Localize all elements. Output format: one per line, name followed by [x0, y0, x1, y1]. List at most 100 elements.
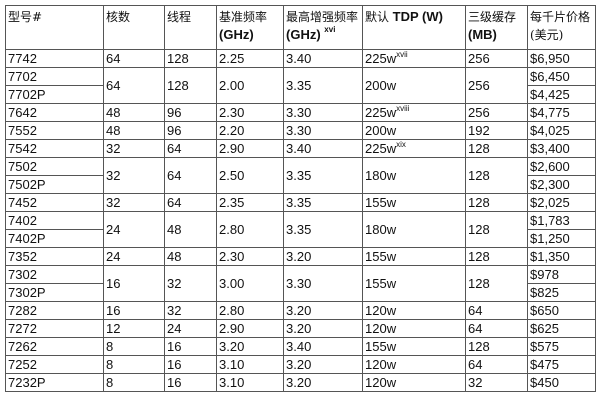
tdp-cell: 120w: [362, 319, 466, 338]
base-cell: 2.30: [216, 247, 284, 266]
threads-cell: 32: [164, 265, 217, 302]
footnote-ref: xvii: [396, 49, 408, 59]
boost-cell: 3.35: [283, 211, 363, 248]
header-label-cn: 默认: [365, 10, 390, 24]
l3-cache-cell: 256: [465, 49, 528, 68]
tdp-cell: 120w: [362, 373, 466, 392]
table-row: 7642 48 96 2.30 3.30 225wxviii 256 $4,775: [5, 103, 596, 122]
tdp-value: 200w: [365, 122, 397, 138]
cores-cell: 8: [103, 355, 165, 374]
tdp-value: 180w: [365, 167, 397, 183]
cores-cell: 48: [103, 103, 165, 122]
tdp-value: 120w: [365, 302, 397, 318]
base-cell: 2.90: [216, 139, 284, 158]
model-cell: 7402: [5, 211, 104, 230]
header-row: 型号# 核数 线程 基准频率 (GHz) 最高增强频率 (GHz) xvi 默认 TDP …: [5, 5, 596, 50]
boost-cell: 3.30: [283, 121, 363, 140]
model-cell: 7552: [5, 121, 104, 140]
tdp-cell: 200w: [362, 67, 466, 104]
base-cell: 2.90: [216, 319, 284, 338]
boost-cell: 3.20: [283, 319, 363, 338]
table-row: 7282 16 32 2.80 3.20 120w 64 $650: [5, 301, 596, 320]
table-row: 7402 24 48 2.80 3.35 180w 128 $1,783: [5, 211, 596, 248]
tdp-value: 225w: [365, 50, 397, 66]
header-label-cn: 核数: [106, 10, 131, 24]
model-cell: 7352: [5, 247, 104, 266]
model-cell: 7642: [5, 103, 104, 122]
tdp-value: 155w: [365, 338, 397, 354]
model-cell: 7262: [5, 337, 104, 356]
model-cell: 7302: [5, 265, 104, 284]
l3-cache-cell: 192: [465, 121, 528, 140]
base-cell: 2.00: [216, 67, 284, 104]
cores-cell: 32: [103, 193, 165, 212]
threads-cell: 64: [164, 139, 217, 158]
cpu-spec-table: 型号# 核数 线程 基准频率 (GHz) 最高增强频率 (GHz) xvi 默认 TDP …: [5, 5, 596, 392]
boost-cell: 3.30: [283, 103, 363, 122]
column-header: 核数: [103, 5, 165, 50]
boost-cell: 3.20: [283, 355, 363, 374]
price-cell: $825: [527, 283, 596, 302]
threads-cell: 48: [164, 247, 217, 266]
table-row: 7502 32 64 2.50 3.35 180w 128 $2,600: [5, 157, 596, 194]
tdp-cell: 155w: [362, 265, 466, 302]
tdp-value: 120w: [365, 356, 397, 372]
table-row: 7552 48 96 2.20 3.30 200w 192 $4,025: [5, 121, 596, 140]
header-label-unit: (GHz): [286, 27, 321, 42]
tdp-cell: 155w: [362, 337, 466, 356]
threads-cell: 64: [164, 157, 217, 194]
cores-cell: 32: [103, 157, 165, 194]
header-label-cn: 每千片价格(美元): [530, 10, 591, 42]
boost-cell: 3.20: [283, 247, 363, 266]
tdp-value: 120w: [365, 374, 397, 390]
model-cell: 7742: [5, 49, 104, 68]
header-label-unit: (GHz): [219, 27, 254, 42]
cores-cell: 8: [103, 337, 165, 356]
model-cell: 7232P: [5, 373, 104, 392]
header-label-cn: 线程: [167, 10, 192, 24]
price-cell: $4,425: [527, 85, 596, 104]
threads-cell: 16: [164, 373, 217, 392]
header-label-cn: 三级缓存: [468, 10, 517, 24]
cores-cell: 24: [103, 247, 165, 266]
boost-cell: 3.30: [283, 265, 363, 302]
tdp-value: 120w: [365, 320, 397, 336]
price-cell: $4,025: [527, 121, 596, 140]
l3-cache-cell: 32: [465, 373, 528, 392]
base-cell: 3.10: [216, 355, 284, 374]
tdp-value: 200w: [365, 77, 397, 93]
price-cell: $6,450: [527, 67, 596, 86]
tdp-value: 155w: [365, 275, 397, 291]
price-cell: $4,775: [527, 103, 596, 122]
header-label-cn: 最高增强频率: [286, 10, 359, 24]
column-header: 默认 TDP (W): [362, 5, 466, 50]
cores-cell: 24: [103, 211, 165, 248]
price-cell: $6,950: [527, 49, 596, 68]
threads-cell: 48: [164, 211, 217, 248]
tdp-cell: 120w: [362, 355, 466, 374]
price-cell: $575: [527, 337, 596, 356]
model-cell: 7502P: [5, 175, 104, 194]
threads-cell: 96: [164, 121, 217, 140]
cores-cell: 32: [103, 139, 165, 158]
boost-cell: 3.20: [283, 301, 363, 320]
header-label-cn: 型号#: [8, 10, 43, 24]
boost-cell: 3.40: [283, 139, 363, 158]
l3-cache-cell: 64: [465, 301, 528, 320]
price-cell: $1,350: [527, 247, 596, 266]
model-cell: 7702: [5, 67, 104, 86]
threads-cell: 32: [164, 301, 217, 320]
boost-cell: 3.40: [283, 49, 363, 68]
header-label-unit: TDP (W): [392, 9, 443, 24]
cores-cell: 64: [103, 49, 165, 68]
column-header: 线程: [164, 5, 217, 50]
l3-cache-cell: 128: [465, 157, 528, 194]
threads-cell: 128: [164, 67, 217, 104]
tdp-value: 155w: [365, 194, 397, 210]
base-cell: 2.80: [216, 211, 284, 248]
model-cell: 7282: [5, 301, 104, 320]
tdp-cell: 155w: [362, 193, 466, 212]
price-cell: $2,025: [527, 193, 596, 212]
cores-cell: 16: [103, 301, 165, 320]
tdp-cell: 155w: [362, 247, 466, 266]
